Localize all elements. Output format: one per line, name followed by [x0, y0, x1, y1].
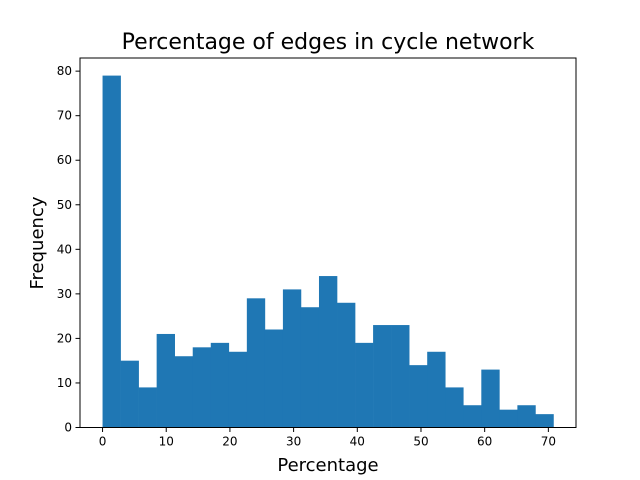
y-tick-label: 60: [57, 153, 72, 167]
histogram-bar: [481, 369, 500, 428]
histogram-bar: [535, 414, 554, 428]
chart-title: Percentage of edges in cycle network: [122, 30, 535, 55]
y-axis-ticks: 0 10 20 30 40 50 60 70 80: [57, 64, 80, 435]
y-tick-label: 10: [57, 376, 72, 390]
x-tick-label: 20: [222, 435, 237, 449]
histogram-bar: [210, 342, 230, 428]
histogram-bar: [138, 387, 157, 428]
histogram-bar: [427, 351, 446, 428]
histogram-bar: [192, 347, 212, 428]
y-tick-label: 50: [57, 198, 72, 212]
histogram-bar: [409, 365, 428, 428]
histogram-bar: [300, 307, 320, 428]
histogram-bar: [355, 342, 374, 428]
y-tick-label: 70: [57, 109, 72, 123]
histogram-bar: [228, 351, 248, 428]
x-tick-label: 40: [350, 435, 365, 449]
histogram-bar: [156, 333, 175, 428]
y-tick-label: 40: [57, 242, 72, 256]
histogram-bar: [517, 405, 536, 428]
histogram-bar: [445, 387, 464, 428]
y-tick-label: 80: [57, 64, 72, 78]
x-tick-label: 10: [159, 435, 174, 449]
y-tick-label: 30: [57, 287, 72, 301]
histogram-bar: [391, 325, 410, 428]
bars-group: [102, 75, 554, 428]
y-tick-label: 0: [64, 421, 72, 435]
histogram-bar: [318, 276, 338, 428]
x-tick-label: 50: [413, 435, 428, 449]
x-axis-label: Percentage: [277, 455, 378, 476]
histogram-bar: [463, 405, 482, 428]
x-tick-label: 0: [99, 435, 107, 449]
y-axis-label: Frequency: [27, 196, 48, 289]
x-tick-label: 60: [477, 435, 492, 449]
histogram-bar: [246, 298, 266, 428]
histogram-bar: [174, 356, 194, 428]
x-tick-label: 70: [541, 435, 556, 449]
histogram-bar: [499, 409, 518, 428]
histogram-bar: [282, 289, 302, 428]
histogram-bar: [120, 360, 139, 428]
x-tick-label: 30: [286, 435, 301, 449]
x-axis-ticks: 0 10 20 30 40 50 60 70: [99, 427, 556, 449]
histogram-bar: [264, 329, 284, 428]
histogram-bar: [102, 75, 121, 428]
histogram-bar: [373, 325, 392, 428]
histogram-bar: [337, 302, 356, 428]
plot-frame: [79, 57, 577, 428]
y-tick-label: 20: [57, 331, 72, 345]
